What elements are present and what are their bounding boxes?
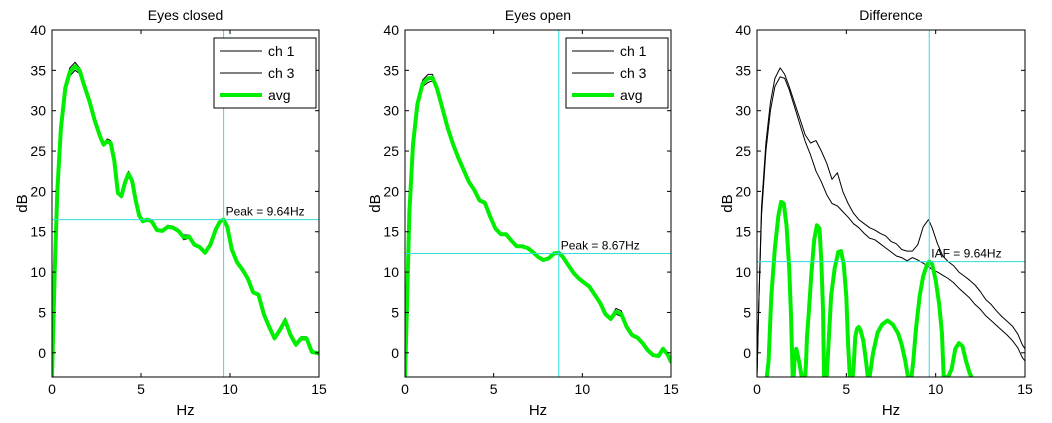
y-tick-label: 25 [735,143,751,159]
chart-panel-1: Peak = 9.64Hz 0 5 10 15 0 5 10 15 20 25 30 35 40 Eyes … [14,7,327,419]
series-line-avg [405,75,671,377]
legend: ch 1 ch 3 avg [213,37,317,109]
y-tick-label: 30 [30,103,46,119]
chart-title: Eyes open [505,7,571,23]
axes-frame [51,29,320,378]
y-tick-label: 0 [391,345,399,361]
y-tick-label: 35 [735,62,751,78]
x-tick-label: 15 [1017,381,1033,397]
y-tick-label: 10 [383,264,399,280]
y-tick-label: 40 [383,22,399,38]
plot-area [405,30,671,377]
series-line-avg [52,64,319,377]
chart-title: Difference [859,7,923,23]
y-tick-label: 5 [38,304,46,320]
y-tick-label: 15 [735,224,751,240]
legend-label: ch 3 [268,65,295,81]
y-tick-label: 15 [30,224,46,240]
legend-label: avg [620,87,643,103]
chart-panel-2: Peak = 8.67Hz 0 5 10 15 0 5 10 15 20 25 30 35 40 Eyes … [367,7,679,419]
y-tick-label: 5 [743,304,751,320]
x-tick-label: 15 [663,381,679,397]
peak-label: IAF = 9.64Hz [931,247,1001,261]
legend-label: avg [268,87,291,103]
y-tick-label: 40 [735,22,751,38]
series-line-avg [764,199,974,377]
x-tick-label: 0 [753,381,761,397]
x-tick-label: 0 [401,381,409,397]
y-axis-label: dB [367,194,384,212]
legend-label: ch 3 [620,65,647,81]
y-tick-label: 25 [383,143,399,159]
y-tick-label: 10 [735,264,751,280]
x-tick-label: 5 [842,381,850,397]
series-line-ch-3 [757,76,1025,377]
legend-label: ch 1 [620,43,647,59]
x-tick-label: 10 [222,381,238,397]
y-tick-label: 35 [30,62,46,78]
y-axis-label: dB [14,194,31,212]
y-tick-label: 5 [391,304,399,320]
y-tick-label: 40 [30,22,46,38]
x-tick-label: 10 [928,381,944,397]
chart-title: Eyes closed [148,7,223,23]
y-axis-label: dB [719,194,736,212]
y-tick-label: 35 [383,62,399,78]
x-tick-label: 10 [575,381,591,397]
peak-label: Peak = 8.67Hz [561,239,640,253]
y-tick-label: 25 [30,143,46,159]
x-axis-label: Hz [529,402,547,419]
y-tick-label: 20 [30,183,46,199]
x-tick-label: 5 [137,381,145,397]
axes-frame [756,29,1026,378]
y-tick-label: 20 [735,183,751,199]
legend: ch 1 ch 3 avg [565,37,669,109]
y-tick-label: 30 [383,103,399,119]
axes-background [757,30,1025,377]
axes-frame [404,29,672,378]
y-tick-label: 0 [743,345,751,361]
peak-label: Peak = 9.64Hz [226,205,305,219]
chart-panel-3: IAF = 9.64Hz 0 5 10 15 0 5 10 15 20 25 30 35 40 Differ… [719,7,1033,419]
y-tick-label: 20 [383,183,399,199]
plot-area [757,30,1025,377]
legend-label: ch 1 [268,43,295,59]
x-axis-label: Hz [882,402,900,419]
x-tick-label: 0 [48,381,56,397]
y-tick-label: 10 [30,264,46,280]
y-tick-label: 15 [383,224,399,240]
y-tick-label: 30 [735,103,751,119]
y-tick-label: 0 [38,345,46,361]
x-tick-label: 5 [490,381,498,397]
x-tick-label: 15 [311,381,327,397]
x-axis-label: Hz [176,402,194,419]
series-line-ch-1 [757,67,1025,377]
